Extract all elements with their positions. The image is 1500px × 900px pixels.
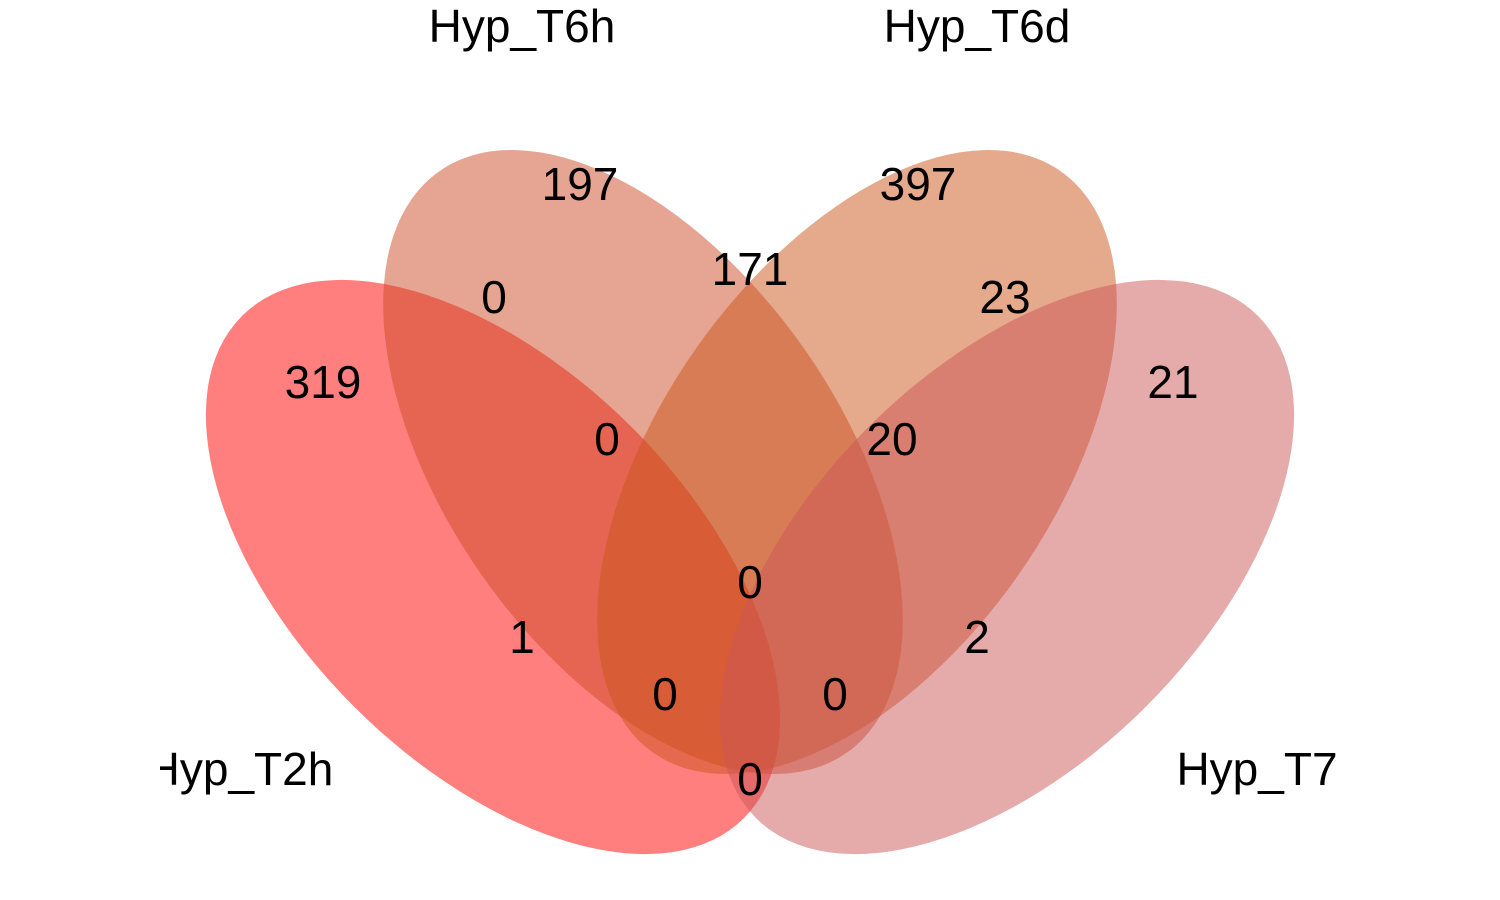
set-label-t7: Hyp_T7 xyxy=(1176,743,1337,795)
set-label-t2h: Hyp_T2h xyxy=(147,743,334,795)
region-count-t6h-t7: 2 xyxy=(964,611,990,663)
region-count-t2h-t6d-t7: 0 xyxy=(652,668,678,720)
set-label-t6h: Hyp_T6h xyxy=(429,0,616,52)
venn-sets xyxy=(205,150,1295,855)
region-count-t6h-t6d: 171 xyxy=(712,243,789,295)
region-count-t2h-t6h-t7: 0 xyxy=(822,668,848,720)
region-count-t6h-t6d-t7: 20 xyxy=(866,413,917,465)
region-count-t2h-t6h-t6d: 0 xyxy=(594,413,620,465)
set-ellipse-t7 xyxy=(719,279,1295,855)
region-count-t7: 21 xyxy=(1147,356,1198,408)
region-count-t2h-t6h: 0 xyxy=(481,271,507,323)
region-count-t2h-t6d: 1 xyxy=(509,611,535,663)
region-count-t6h: 197 xyxy=(542,158,619,210)
region-count-t6d: 397 xyxy=(880,158,957,210)
region-count-t6d-t7: 23 xyxy=(979,271,1030,323)
region-count-t2h-t6h-t6d-t7: 0 xyxy=(737,556,763,608)
set-label-t6d: Hyp_T6d xyxy=(884,0,1071,52)
region-count-t2h-t7: 0 xyxy=(737,753,763,805)
region-count-t2h: 319 xyxy=(285,356,362,408)
